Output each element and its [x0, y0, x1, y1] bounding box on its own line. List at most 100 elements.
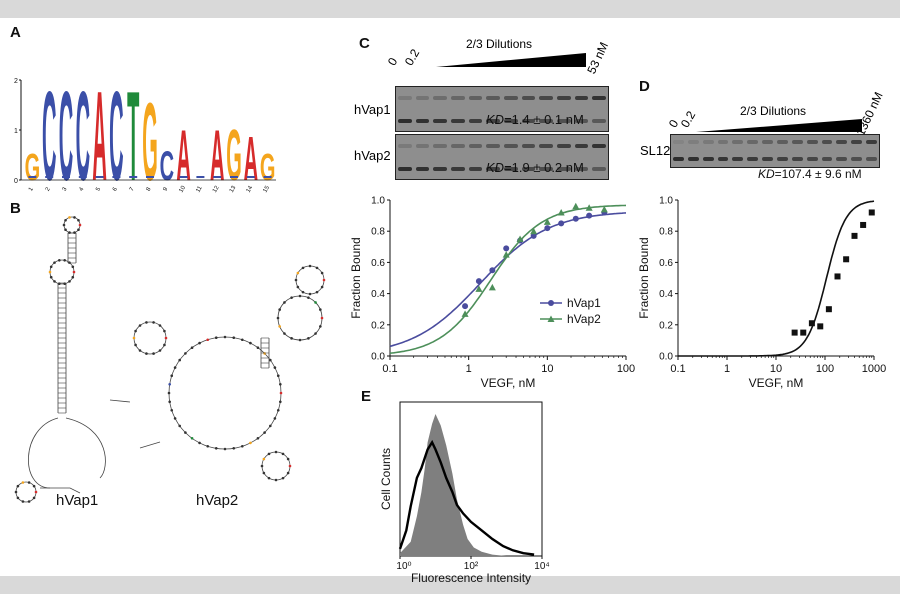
hvap1-bottom-loop: [15, 481, 37, 503]
gel-band: [539, 143, 553, 148]
hvap2-central-nt: [184, 431, 187, 434]
gel-band: [806, 139, 818, 144]
gel-c-lane-label-02: 0.2: [401, 46, 423, 68]
gel-band: [836, 157, 848, 162]
x-tick-label: 100: [617, 363, 635, 375]
hVap2-point: [461, 310, 469, 317]
hvap1-bottom-loop-nt: [27, 481, 31, 484]
hVap1-fit-curve: [389, 212, 627, 348]
y-tick-label: 1.0: [659, 196, 673, 207]
gel-band: [732, 157, 744, 162]
gel-d-max-label: 1360 nM: [853, 89, 886, 138]
SL12-point: [800, 329, 807, 336]
hvap2-left-loop-nt: [164, 336, 168, 340]
logo-residual: [112, 176, 121, 178]
hvap2-upper-loop-nt: [298, 338, 302, 342]
gel-band: [851, 139, 863, 144]
gel-band: [717, 139, 729, 144]
hvap1-top-loop-nt: [68, 261, 71, 264]
SL12-point: [825, 306, 832, 313]
hvap2-central-nt: [279, 382, 282, 386]
hVap2-point: [543, 218, 551, 225]
logo-letter-7: T: [127, 65, 139, 208]
logo-position-14: 14: [246, 185, 255, 194]
gel-band: [521, 166, 536, 171]
hvap2-central-nt: [206, 444, 209, 448]
logo-position-9: 9: [162, 186, 169, 192]
logo-letter-15: G: [260, 147, 276, 188]
x-tick-label: 0.1: [382, 363, 397, 375]
hist-x-tick-label: 10⁰: [396, 561, 411, 572]
gel-band: [557, 118, 571, 123]
hvap1-hairpin-nt: [62, 223, 66, 227]
hvap2-hairpin-nt: [296, 285, 300, 289]
gel-d-dilution-label: 2/3 Dilutions: [740, 104, 807, 118]
hvap1-top-loop-nt: [49, 265, 53, 269]
gel-band: [836, 139, 848, 144]
gel-d-sl12: [670, 134, 880, 168]
logo-residual: [162, 176, 171, 178]
gel-band: [791, 139, 803, 144]
hvap2-upper-loop-nt: [283, 301, 286, 304]
hvap1-hairpin-nt: [77, 218, 80, 222]
logo-position-6: 6: [112, 186, 119, 192]
logo-y-tick: 0: [14, 178, 18, 185]
gel-band: [539, 118, 553, 123]
gel-band: [762, 157, 773, 162]
gel-band: [574, 166, 589, 171]
hvap2-upper-loop-nt: [276, 316, 280, 320]
gel-band: [415, 166, 430, 171]
hvap1-hairpin-nt: [64, 228, 67, 232]
gel-band: [486, 166, 500, 171]
logo-residual: [78, 176, 87, 178]
logo-residual: [196, 176, 205, 178]
legend-marker-hVap1: [548, 300, 554, 306]
hvap2-structure-label: hVap2: [196, 492, 239, 509]
logo-position-4: 4: [78, 186, 85, 192]
x-tick-label: 10: [541, 363, 553, 375]
legend-label-hVap2: hVap2: [567, 312, 601, 326]
x-axis-label: VEGF, nM: [749, 376, 804, 390]
gel-band: [821, 139, 833, 144]
x-tick-label: 100: [816, 363, 834, 375]
gel-band: [747, 157, 759, 162]
hvap2-left-loop-nt: [138, 324, 142, 327]
gel-band: [592, 118, 606, 123]
gel-c-hvap1: [395, 86, 609, 132]
gel-band: [398, 95, 412, 100]
x-tick-label: 1: [724, 363, 730, 375]
hvap2-central-nt: [198, 441, 201, 445]
logo-letter-1: G: [25, 147, 41, 188]
hvap2-central-nt: [276, 409, 280, 412]
hvap1-top-loop-nt: [53, 261, 56, 264]
hVap1-point: [462, 303, 469, 310]
hvap1-structure-label: hVap1: [56, 492, 99, 509]
gel-band: [673, 139, 684, 144]
hvap2-central-nt: [190, 346, 194, 349]
hvap1-hairpin-nt: [68, 231, 71, 234]
gel-c-lane-label-0: 0: [384, 55, 401, 68]
hvap2-right-lower-loop-nt: [262, 471, 266, 475]
gel-band: [486, 118, 500, 123]
logo-letter-5: A: [92, 65, 106, 208]
rna-structures: [14, 216, 326, 503]
hvap2-central-nt: [269, 358, 272, 362]
hvap2-central-nt: [263, 431, 266, 434]
gel-band: [486, 95, 500, 100]
gel-band: [539, 166, 553, 171]
gel-band: [468, 95, 483, 100]
hvap2-hairpin-nt: [315, 266, 319, 270]
gel-band: [574, 143, 589, 148]
logo-position-8: 8: [146, 186, 153, 192]
hvap1-top-loop-nt: [63, 259, 66, 262]
hvap1-hairpin-nt: [73, 231, 76, 234]
logo-residual: [62, 176, 70, 178]
y-tick-label: 0.2: [371, 320, 385, 331]
hvap2-central-nt: [173, 417, 177, 420]
gel-band: [557, 166, 571, 171]
gel-band: [504, 143, 518, 148]
gel-c-row1-label: hVap1: [354, 102, 391, 117]
gel-band: [415, 95, 430, 100]
gel-c-kd1: KD=1.4 ± 0.1 nM: [486, 112, 584, 127]
hvap2-structure: [109, 264, 326, 482]
